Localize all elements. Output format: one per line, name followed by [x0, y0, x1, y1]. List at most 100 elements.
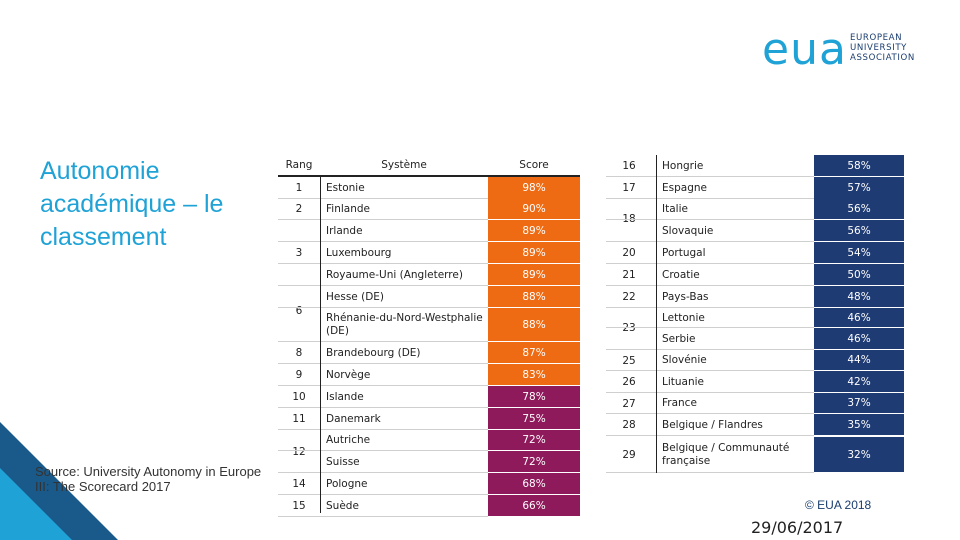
rank-cell: 14 — [292, 478, 306, 490]
system-cell: Luxembourg — [326, 246, 392, 259]
rank-cell: 6 — [295, 305, 303, 317]
system-cell: Autriche — [326, 434, 371, 446]
score-cell: 50% — [814, 264, 904, 285]
rank-cell: 9 — [295, 369, 303, 381]
system-cell: Pologne — [326, 477, 368, 490]
rank-cell: 27 — [622, 397, 636, 410]
row-divider — [606, 435, 814, 436]
score-cell: 89% — [488, 264, 580, 285]
system-cell: Islande — [326, 390, 364, 403]
rank-cell: 22 — [622, 291, 636, 303]
row-divider — [278, 285, 488, 286]
rank-cell: 17 — [622, 182, 636, 194]
system-cell: Norvège — [326, 368, 371, 381]
row-divider — [606, 219, 814, 220]
row-divider — [278, 241, 488, 242]
score-cell: 83% — [488, 364, 580, 385]
rank-cell: 23 — [622, 322, 636, 334]
row-divider — [606, 472, 814, 473]
header-score: Score — [488, 155, 580, 177]
system-cell: Portugal — [662, 246, 706, 259]
logo-line: UNIVERSITY — [850, 43, 908, 53]
eua-logo-mark: eua — [762, 24, 847, 75]
system-cell: Lettonie — [662, 311, 705, 324]
row-divider — [278, 450, 488, 451]
score-cell: 66% — [488, 495, 580, 516]
score-cell: 98% — [488, 177, 580, 198]
system-cell: Serbie — [662, 332, 696, 345]
header-rank: Rang — [278, 155, 320, 177]
score-cell: 78% — [488, 386, 580, 407]
system-cell: Hesse (DE) — [326, 290, 385, 303]
source-note: Source: University Autonomy in Europe II… — [35, 464, 262, 494]
score-cell: 89% — [488, 220, 580, 241]
row-divider — [606, 263, 814, 264]
rank-cell: 25 — [622, 354, 636, 367]
system-cell: Suisse — [326, 455, 360, 468]
page-title: Autonomie académique – le classement — [40, 157, 224, 251]
row-divider — [278, 198, 488, 199]
score-cell: 56% — [814, 198, 904, 219]
row-divider — [278, 341, 488, 342]
score-cell: 90% — [488, 198, 580, 219]
system-cell: Hongrie — [662, 159, 704, 172]
system-cell: Finlande — [326, 202, 370, 215]
row-divider — [278, 307, 488, 308]
slide-date: 29/06/2017 — [751, 518, 844, 537]
rank-cell: 1 — [295, 182, 303, 194]
score-cell: 42% — [814, 371, 904, 392]
row-divider — [606, 176, 814, 177]
header-system: Système — [320, 155, 488, 177]
eua-logo-text: EUROPEAN UNIVERSITY ASSOCIATION — [850, 33, 915, 63]
score-cell: 87% — [488, 342, 580, 363]
score-cell: 88% — [488, 308, 580, 341]
rank-cell: 29 — [622, 449, 636, 461]
row-divider — [278, 472, 488, 473]
copyright: © EUA 2018 — [805, 498, 872, 512]
score-cell: 54% — [814, 242, 904, 263]
row-divider — [606, 370, 814, 371]
system-cell: Irlande — [326, 224, 363, 237]
row-divider — [606, 307, 814, 308]
system-cell: France — [662, 397, 697, 409]
row-divider — [278, 494, 488, 495]
column-divider — [656, 155, 657, 473]
row-divider — [606, 392, 814, 393]
system-cell: Royaume-Uni (Angleterre) — [326, 268, 463, 281]
row-divider — [606, 413, 814, 414]
score-cell: 56% — [814, 220, 904, 241]
rank-cell: 10 — [292, 391, 306, 403]
rank-cell: 20 — [622, 247, 636, 259]
score-cell: 75% — [488, 408, 580, 429]
score-cell: 72% — [488, 430, 580, 450]
system-cell: Slovénie — [662, 354, 707, 366]
score-cell: 35% — [814, 414, 904, 435]
row-divider — [606, 198, 814, 199]
score-cell: 88% — [488, 286, 580, 307]
rank-cell: 12 — [292, 445, 306, 458]
rank-cell: 8 — [295, 347, 303, 359]
rank-cell: 2 — [295, 203, 303, 215]
logo-line: ASSOCIATION — [850, 53, 915, 63]
system-cell: Espagne — [662, 181, 707, 194]
row-divider — [278, 263, 488, 264]
rank-cell: 21 — [622, 269, 636, 281]
system-cell: Rhénanie-du-Nord-Westphalie (DE) — [326, 312, 483, 337]
score-cell: 89% — [488, 242, 580, 263]
rank-cell: 28 — [622, 419, 636, 431]
system-cell: Lituanie — [662, 375, 705, 388]
row-divider — [278, 219, 488, 220]
system-cell: Italie — [662, 202, 688, 215]
rank-cell: 11 — [292, 413, 306, 425]
system-cell: Belgique / Flandres — [662, 418, 763, 431]
column-divider — [320, 177, 321, 513]
row-divider — [278, 516, 488, 517]
score-cell: 68% — [488, 473, 580, 494]
system-cell: Danemark — [326, 412, 381, 425]
score-cell: 32% — [814, 437, 904, 472]
system-cell: Brandebourg (DE) — [326, 346, 421, 359]
row-divider — [278, 429, 488, 430]
score-cell: 44% — [814, 350, 904, 370]
system-cell: Slovaquie — [662, 224, 714, 237]
system-cell: Belgique / Communauté française — [662, 442, 790, 467]
